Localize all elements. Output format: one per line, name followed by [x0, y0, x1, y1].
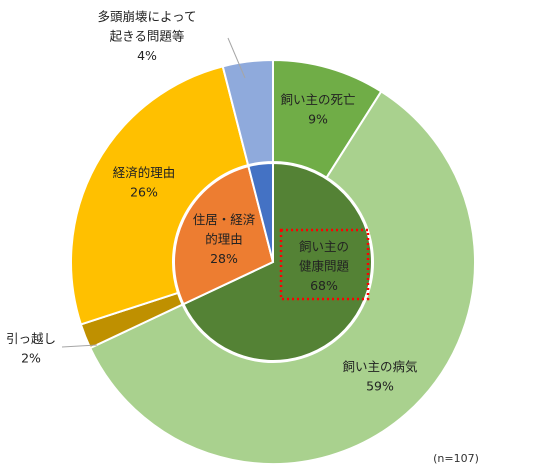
outer-label-3: 経済的理由 26%	[113, 165, 176, 199]
leader-line-multi-pet	[227, 37, 246, 79]
outer-ring	[70, 58, 476, 465]
leader-line-moving	[61, 344, 98, 348]
outer-label-0: 飼い主の死亡 9%	[280, 92, 355, 126]
sample-size-note: (n=107)	[433, 452, 479, 465]
outer-label-2: 引っ越し 2%	[6, 331, 56, 365]
highlight-box	[279, 228, 370, 301]
inner-label-0: 飼い主の健康問題 68%	[299, 239, 350, 293]
outer-label-1: 飼い主の病気 59%	[342, 359, 417, 393]
inner-slice-1	[173, 164, 275, 306]
slice-labels: 飼い主の死亡 9% 飼い主の病気 59% 引っ越し 2% 経済的理由 26% 多頭崩壊によって起…	[6, 9, 418, 393]
outer-label-4: 多頭崩壊によって起きる問題等 4%	[97, 9, 196, 63]
inner-label-1: 住居・経済的理由 28%	[193, 212, 256, 266]
inner-slice-0	[182, 161, 373, 362]
leader-lines	[61, 37, 246, 348]
inner-slice-2	[247, 161, 274, 263]
inner-pie	[173, 161, 373, 362]
